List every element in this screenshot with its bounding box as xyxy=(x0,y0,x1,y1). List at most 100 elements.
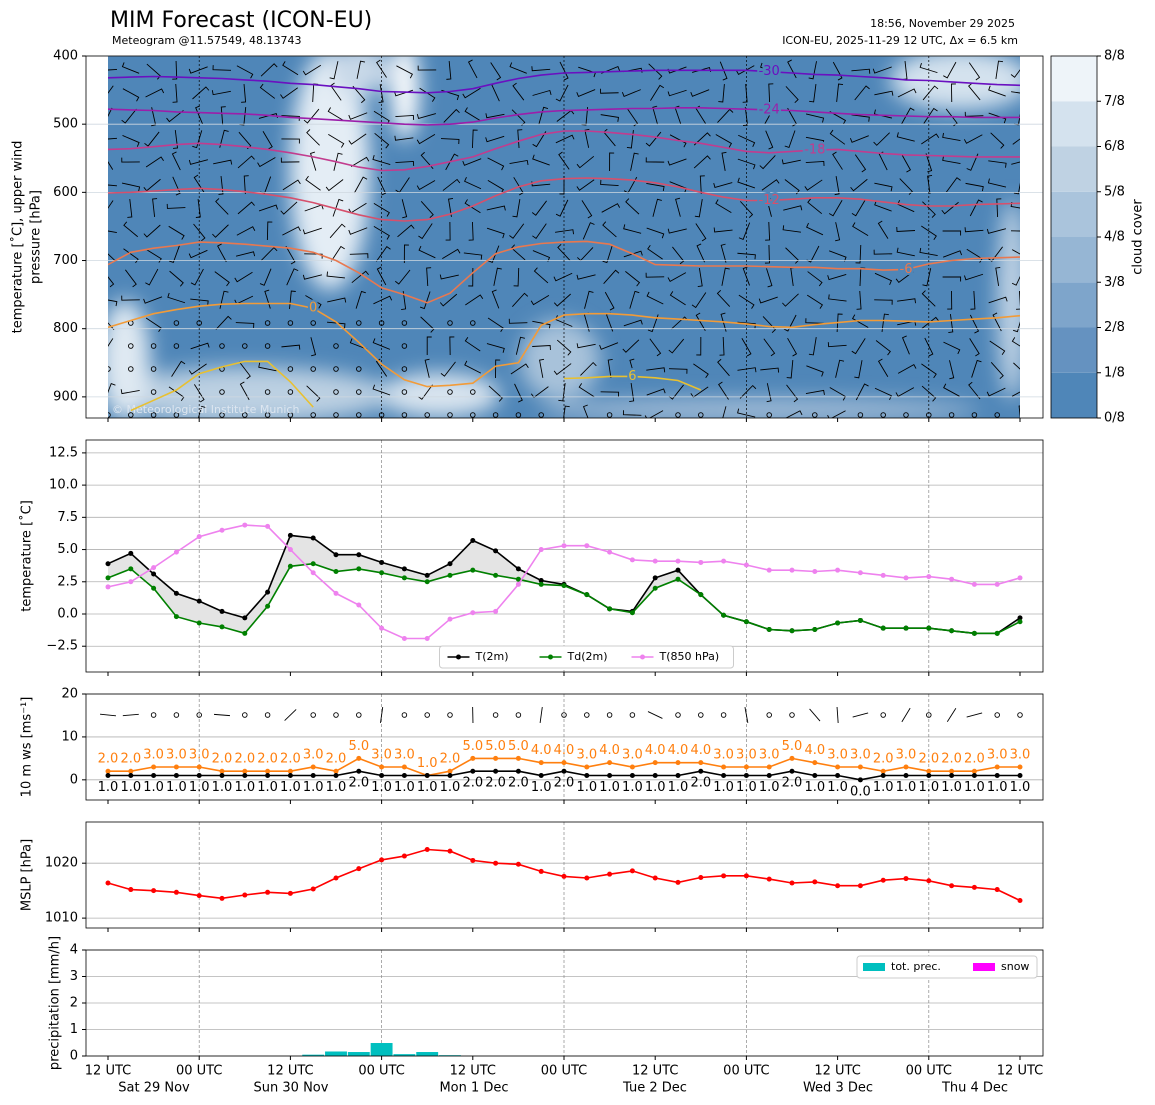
wind-barb xyxy=(873,249,893,255)
series-marker xyxy=(515,566,521,572)
wind-barb xyxy=(784,179,800,195)
series-marker xyxy=(356,602,362,608)
calm-marker xyxy=(264,320,271,326)
series-marker xyxy=(607,760,613,766)
wind-barb xyxy=(419,87,436,102)
series-marker xyxy=(493,768,499,774)
bar xyxy=(393,1054,416,1056)
series-marker xyxy=(424,572,430,578)
series-marker xyxy=(310,764,316,770)
calm-marker xyxy=(150,389,157,395)
wind-barb xyxy=(108,85,114,94)
wind-barb xyxy=(602,245,613,264)
wind-barb xyxy=(108,383,116,394)
series-marker xyxy=(652,575,658,581)
wind-barb xyxy=(874,387,892,401)
series-marker xyxy=(424,846,430,852)
wind-barb xyxy=(555,229,574,235)
wind-barb xyxy=(743,107,749,126)
wind-barb xyxy=(127,199,133,218)
wind-barb xyxy=(424,358,430,378)
legend-marker xyxy=(640,654,645,660)
data-label: 1.0 xyxy=(941,780,962,795)
series-marker xyxy=(173,889,179,895)
wind-barb xyxy=(652,198,662,217)
wind-barb xyxy=(285,245,296,265)
wind-barb xyxy=(762,316,776,333)
wind-barb xyxy=(603,269,620,285)
series-marker xyxy=(880,572,886,578)
wind-barb xyxy=(397,224,415,238)
wind-barb xyxy=(877,220,889,239)
series-marker xyxy=(743,773,749,779)
y-tick-label: 1020 xyxy=(45,856,78,871)
contour-label: -18 xyxy=(804,143,825,158)
wind-barb xyxy=(739,201,754,219)
series-marker xyxy=(903,575,909,581)
series-marker xyxy=(333,773,339,779)
wind-barb xyxy=(464,107,481,122)
calm-marker xyxy=(310,366,316,372)
wind-barb xyxy=(446,60,452,80)
wind-barb xyxy=(828,199,843,217)
series-marker xyxy=(493,548,499,554)
y-tick-label: 400 xyxy=(53,49,78,64)
series-marker xyxy=(401,853,407,859)
data-label: 2.0 xyxy=(941,752,962,767)
data-label: 5.0 xyxy=(508,739,529,754)
wind-barb xyxy=(145,248,162,263)
wind-barb xyxy=(691,292,707,309)
series-marker xyxy=(173,549,179,555)
legend-label: snow xyxy=(1001,960,1029,973)
wind-barb xyxy=(417,384,433,400)
wind-barb xyxy=(310,151,317,171)
calm-marker xyxy=(401,389,408,395)
wind-barb xyxy=(108,161,114,170)
series-marker xyxy=(493,755,499,761)
wind-barb xyxy=(258,362,277,372)
series-marker xyxy=(265,773,271,779)
calm-marker xyxy=(401,320,408,326)
series-marker xyxy=(242,522,248,528)
wind-barb xyxy=(897,298,916,304)
data-label: 1.0 xyxy=(189,780,210,795)
series-marker xyxy=(607,549,613,555)
wind-barb xyxy=(326,271,345,279)
wind-barb xyxy=(852,712,869,718)
wind-barb xyxy=(668,368,688,374)
wind-barb xyxy=(696,336,702,356)
wind-barb xyxy=(738,222,751,240)
series-marker xyxy=(926,574,932,580)
wind-barb xyxy=(668,338,685,354)
x-tick-label: 12 UTC xyxy=(450,1064,496,1079)
wind-barb xyxy=(787,337,798,357)
wind-barb xyxy=(766,268,773,288)
wind-barb xyxy=(856,290,862,310)
series-marker xyxy=(652,558,658,564)
wind-barb xyxy=(121,182,141,192)
wind-barb xyxy=(713,182,733,188)
wind-barb xyxy=(987,246,1003,262)
wind-barb xyxy=(761,179,780,191)
wind-barb xyxy=(401,291,407,310)
wind-barb xyxy=(718,83,725,103)
series-marker xyxy=(857,777,863,783)
wind-barb xyxy=(512,199,521,218)
data-label: 2.0 xyxy=(918,752,939,767)
calm-marker xyxy=(287,320,294,326)
wind-barb xyxy=(965,182,984,192)
wind-barb xyxy=(988,296,1008,304)
series-marker xyxy=(401,575,407,581)
wind-barb xyxy=(151,107,157,127)
bar xyxy=(370,1043,393,1056)
series-marker xyxy=(173,614,179,620)
wind-barb xyxy=(1011,161,1020,165)
wind-barb xyxy=(717,358,730,377)
series-marker xyxy=(265,768,271,774)
calm-marker xyxy=(857,412,864,418)
data-label: 5.0 xyxy=(485,739,506,754)
wind-barb xyxy=(808,61,817,80)
wind-barb xyxy=(739,384,757,399)
wind-barb xyxy=(601,203,621,213)
wind-barb xyxy=(809,708,821,722)
